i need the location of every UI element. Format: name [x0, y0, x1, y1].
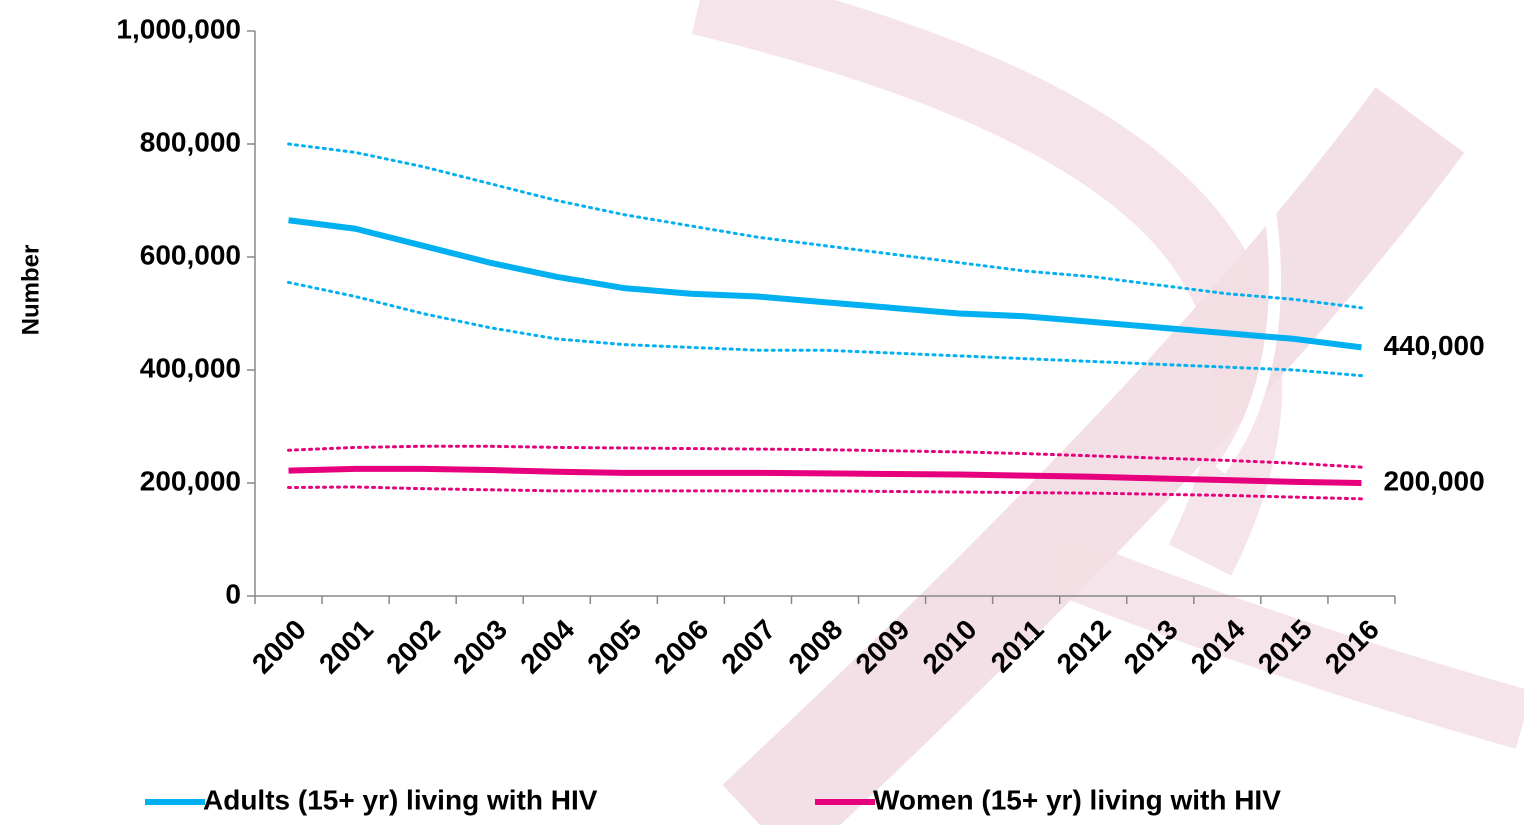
x-tick-label: 2012 — [1051, 614, 1117, 680]
y-tick-label: 400,000 — [140, 352, 241, 383]
x-tick-label: 2005 — [581, 614, 647, 680]
y-tick-label: 800,000 — [140, 126, 241, 157]
y-tick-label: 600,000 — [140, 239, 241, 270]
chart: Number Adults (15+ yr) living with HIV Wo… — [0, 0, 1524, 825]
data-label: 440,000 — [1383, 330, 1484, 361]
x-tick-label: 2004 — [514, 613, 580, 679]
x-tick-label: 2001 — [313, 614, 379, 680]
data-label: 200,000 — [1383, 465, 1484, 496]
legend-label: Adults (15+ yr) living with HIV — [203, 784, 598, 815]
legend: Adults (15+ yr) living with HIV Women (15… — [145, 784, 1281, 815]
x-tick-label: 2006 — [648, 614, 714, 680]
y-tick-label: 0 — [225, 578, 241, 609]
legend-label: Women (15+ yr) living with HIV — [873, 784, 1281, 815]
y-tick-label: 1,000,000 — [116, 13, 241, 44]
x-tick-label: 2003 — [447, 614, 513, 680]
x-tick-label: 2008 — [782, 614, 848, 680]
x-tick-label: 2002 — [380, 614, 446, 680]
x-tick-label: 2000 — [246, 614, 312, 680]
y-axis-label: Number — [17, 245, 44, 336]
ribbon-decoration — [700, 0, 1524, 825]
x-tick-label: 2007 — [715, 614, 781, 680]
y-tick-label: 200,000 — [140, 465, 241, 496]
